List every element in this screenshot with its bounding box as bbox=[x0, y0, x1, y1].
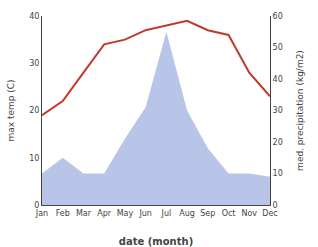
svg-text:med. precipitation (kg/m2): med. precipitation (kg/m2) bbox=[295, 50, 305, 171]
svg-text:0: 0 bbox=[273, 201, 278, 210]
svg-text:Oct: Oct bbox=[222, 209, 236, 218]
svg-text:40: 40 bbox=[29, 12, 39, 21]
svg-text:10: 10 bbox=[273, 169, 283, 178]
svg-text:Apr: Apr bbox=[97, 209, 112, 218]
svg-text:20: 20 bbox=[273, 138, 283, 147]
svg-text:Jan: Jan bbox=[35, 209, 48, 218]
svg-text:30: 30 bbox=[273, 106, 283, 115]
svg-text:Nov: Nov bbox=[241, 209, 257, 218]
svg-text:May: May bbox=[117, 209, 134, 218]
svg-text:Jul: Jul bbox=[161, 209, 172, 218]
svg-text:date (month): date (month) bbox=[119, 236, 193, 247]
svg-text:60: 60 bbox=[273, 12, 283, 21]
svg-text:Jun: Jun bbox=[138, 209, 152, 218]
svg-text:20: 20 bbox=[29, 106, 39, 115]
svg-text:max temp (C): max temp (C) bbox=[6, 79, 16, 141]
svg-text:40: 40 bbox=[273, 75, 283, 84]
svg-text:0: 0 bbox=[34, 201, 39, 210]
svg-text:Dec: Dec bbox=[262, 209, 277, 218]
svg-text:50: 50 bbox=[273, 43, 283, 52]
svg-text:30: 30 bbox=[29, 59, 39, 68]
svg-text:Aug: Aug bbox=[179, 209, 195, 218]
svg-text:10: 10 bbox=[29, 154, 39, 163]
svg-text:Mar: Mar bbox=[76, 209, 92, 218]
svg-text:Feb: Feb bbox=[56, 209, 70, 218]
svg-text:Sep: Sep bbox=[200, 209, 215, 218]
